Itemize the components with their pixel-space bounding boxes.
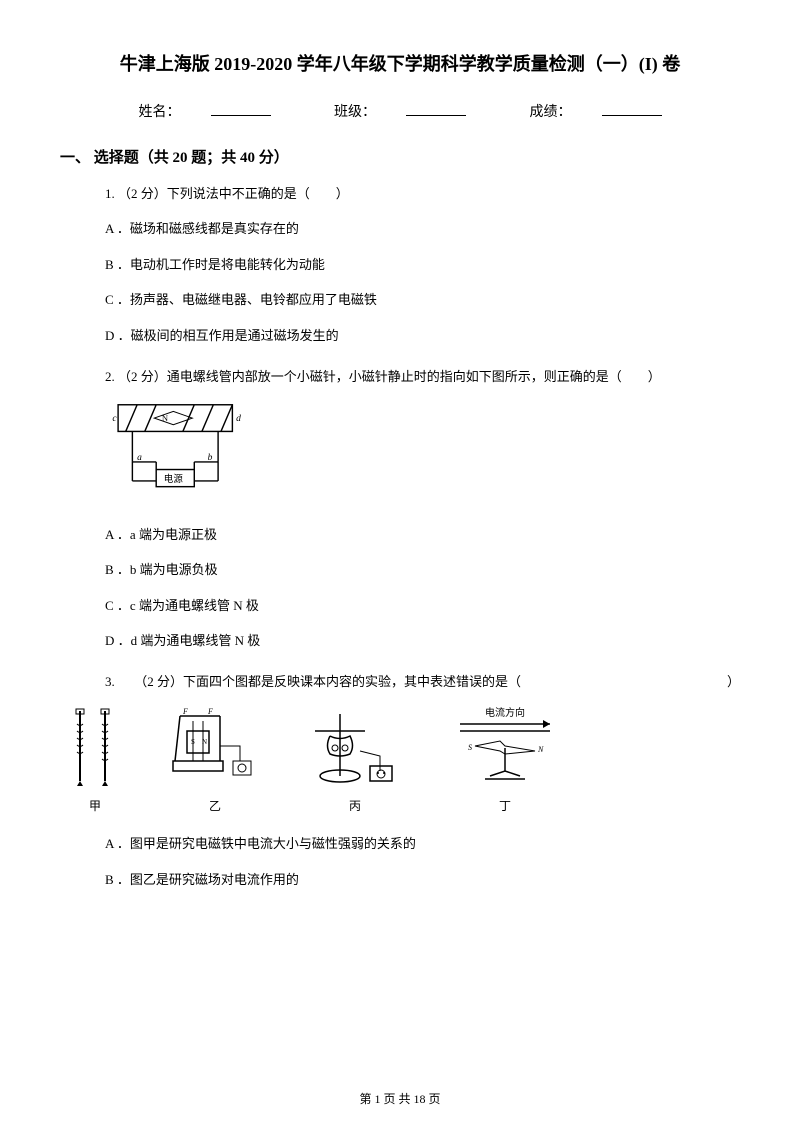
figure-jia: 甲: [65, 706, 125, 818]
page-footer: 第 1 页 共 18 页: [0, 1090, 800, 1107]
svg-text:N: N: [202, 738, 207, 746]
svg-text:S: S: [468, 743, 472, 752]
svg-text:F: F: [182, 707, 188, 716]
exam-title: 牛津上海版 2019-2020 学年八年级下学期科学教学质量检测（一）(I) 卷: [60, 50, 740, 76]
score-blank: [602, 115, 662, 116]
q1-option-d: D ．磁极间的相互作用是通过磁场发生的: [105, 324, 740, 347]
section-header: 一、 选择题（共 20 题；共 40 分）: [60, 146, 740, 167]
svg-text:电流方向: 电流方向: [485, 706, 525, 719]
figure-yi-label: 乙: [209, 796, 221, 818]
name-label: 姓名：: [124, 105, 286, 120]
q1-option-a: A ．磁场和磁感线都是真实存在的: [105, 217, 740, 240]
label-c: c: [112, 414, 117, 424]
label-d: d: [236, 414, 241, 424]
q1-stem: 1. （2 分）下列说法中不正确的是（ ）: [105, 182, 740, 205]
compass-n-label: N: [162, 413, 168, 423]
score-label: 成绩：: [515, 105, 677, 120]
q1-option-c: C ．扬声器、电磁继电器、电铃都应用了电磁铁: [105, 288, 740, 311]
name-blank: [211, 115, 271, 116]
figure-jia-label: 甲: [89, 796, 101, 818]
question-2: 2. （2 分）通电螺线管内部放一个小磁针，小磁针静止时的指向如下图所示，则正确…: [105, 365, 740, 652]
q2-stem: 2. （2 分）通电螺线管内部放一个小磁针，小磁针静止时的指向如下图所示，则正确…: [105, 365, 740, 388]
svg-text:N: N: [537, 745, 544, 754]
class-label: 班级：: [319, 105, 481, 120]
q2-option-d: D ．d 端为通电螺线管 N 极: [105, 629, 740, 652]
figure-bing: 丙: [305, 706, 405, 818]
q2-option-a: A ．a 端为电源正极: [105, 523, 740, 546]
figure-ding: 电流方向 S N 丁: [445, 706, 565, 818]
q2-diagram: N c d a b 电源: [105, 400, 740, 507]
q3-option-a: A ．图甲是研究电磁铁中电流大小与磁性强弱的关系的: [105, 832, 740, 855]
class-blank: [406, 115, 466, 116]
q3-option-b: B ．图乙是研究磁场对电流作用的: [105, 868, 740, 891]
svg-text:S: S: [191, 738, 195, 746]
question-1: 1. （2 分）下列说法中不正确的是（ ） A ．磁场和磁感线都是真实存在的 B…: [105, 182, 740, 347]
figure-ding-label: 丁: [499, 796, 511, 818]
student-info-line: 姓名： 班级： 成绩：: [60, 101, 740, 121]
q3-figures-row: 甲 F F S N 乙: [65, 706, 740, 818]
question-3: 3. （2 分）下面四个图都是反映课本内容的实验，其中表述错误的是（ ） 甲: [105, 670, 740, 891]
power-label: 电源: [164, 473, 184, 485]
figure-bing-label: 丙: [349, 796, 361, 818]
svg-text:F: F: [207, 707, 213, 716]
q2-option-b: B ．b 端为电源负极: [105, 558, 740, 581]
q1-option-b: B ．电动机工作时是将电能转化为动能: [105, 253, 740, 276]
q3-stem: 3. （2 分）下面四个图都是反映课本内容的实验，其中表述错误的是（ ）: [105, 670, 740, 693]
figure-yi: F F S N 乙: [165, 706, 265, 818]
q2-option-c: C ．c 端为通电螺线管 N 极: [105, 594, 740, 617]
